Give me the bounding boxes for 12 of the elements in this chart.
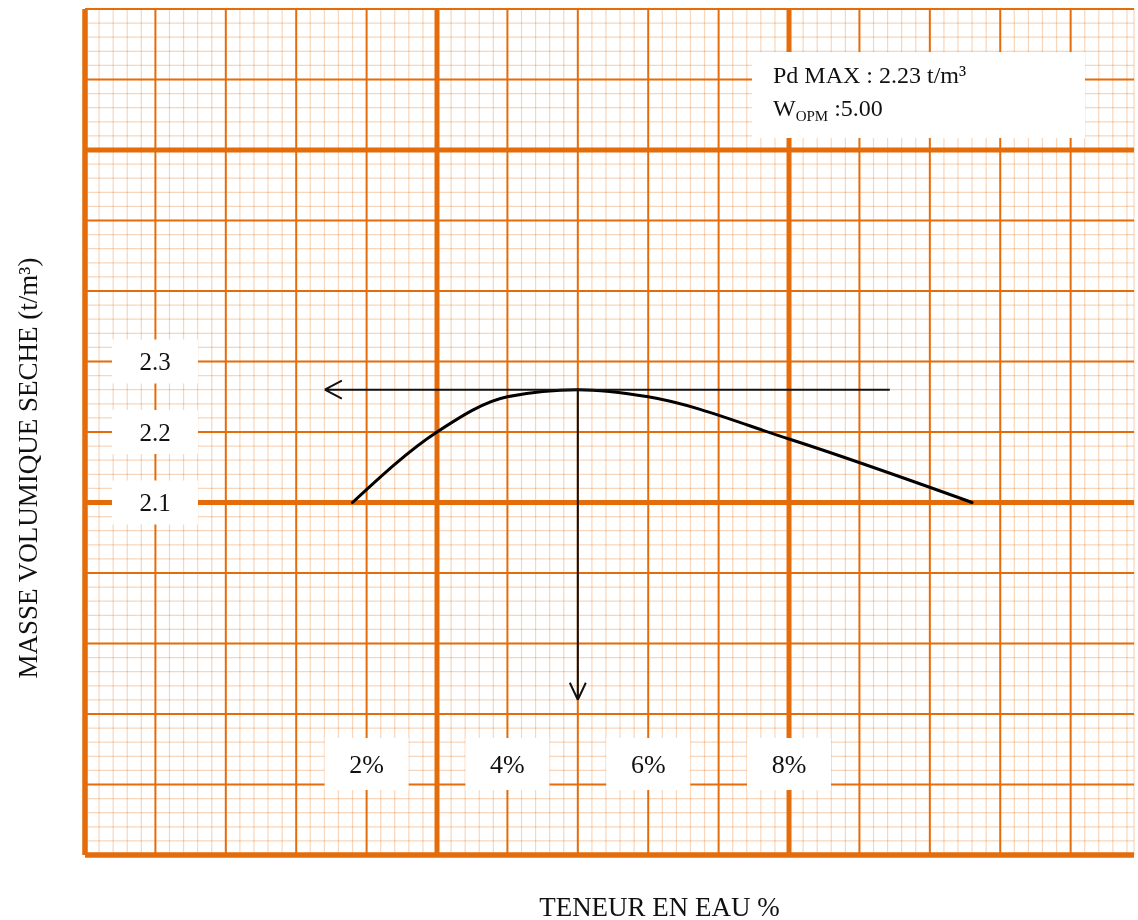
x-tick-label: 8% — [771, 749, 807, 779]
y-tick-label: 2.1 — [139, 489, 171, 516]
y-tick-label: 2.2 — [139, 418, 171, 446]
x-tick-label: 4% — [490, 749, 525, 779]
x-tick-label: 2% — [349, 749, 384, 779]
y-tick-label: 2.3 — [139, 348, 171, 375]
x-tick-label: 6% — [630, 749, 666, 779]
line-series — [351, 388, 974, 504]
annotation: Pd MAX : 2.23 t/m³ — [773, 62, 967, 88]
x-axis-title: TENEUR EN EAU % — [539, 892, 780, 920]
annotation: W$_{OPM}$ :5.00 — [773, 95, 883, 124]
y-axis-title: MASSE VOLUMIQUE SECHE (t/m³) — [13, 257, 43, 679]
